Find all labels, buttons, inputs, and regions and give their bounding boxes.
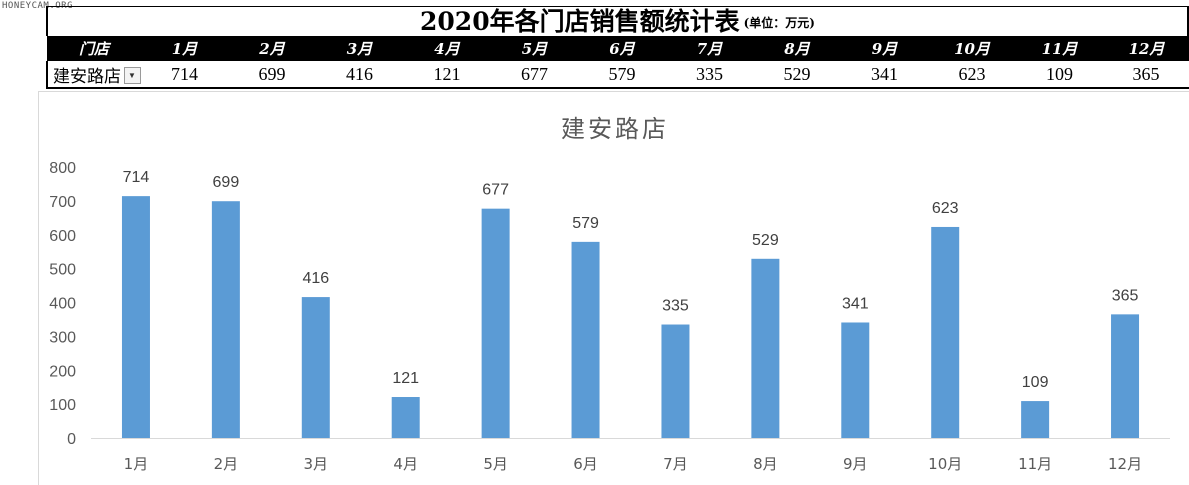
x-tick-label: 2月 (214, 455, 239, 473)
table-header-row: 门店 1月 2月 3月 4月 5月 6月 7月 8月 9月 10月 11月 12… (47, 36, 1189, 61)
table-cell[interactable]: 335 (666, 61, 753, 89)
data-label: 699 (213, 174, 240, 191)
data-label: 365 (1112, 287, 1139, 304)
data-label: 416 (302, 270, 329, 287)
month-column-header: 11月 (1016, 36, 1103, 61)
table-cell[interactable]: 714 (141, 61, 228, 89)
data-label: 335 (662, 298, 689, 315)
x-tick-label: 11月 (1018, 455, 1052, 473)
bar[interactable] (121, 196, 150, 438)
bar[interactable] (931, 226, 960, 438)
y-tick-label: 100 (49, 397, 76, 414)
store-dropdown-button[interactable]: ▼ (124, 66, 141, 84)
data-label: 341 (842, 295, 869, 312)
month-column-header: 2月 (228, 36, 316, 61)
chart-area[interactable] (38, 91, 1189, 485)
table-cell[interactable]: 416 (316, 61, 403, 89)
x-tick-label: 10月 (928, 455, 962, 473)
data-label: 121 (392, 370, 419, 387)
month-column-header: 9月 (841, 36, 928, 61)
data-label: 677 (482, 182, 509, 199)
data-label: 109 (1022, 374, 1049, 391)
x-axis: 1月 2月 3月 4月 5月 6月 7月 8月 9月 10月 11月 12月 (91, 438, 1170, 473)
x-tick-label: 8月 (753, 455, 778, 473)
table-cell[interactable]: 341 (841, 61, 928, 89)
x-tick-label: 9月 (843, 455, 868, 473)
month-column-header: 10月 (928, 36, 1016, 61)
bar[interactable] (841, 322, 870, 438)
x-tick-label: 3月 (304, 455, 329, 473)
report-title-row: 2020年各门店销售额统计表 (单位：万元) (46, 6, 1189, 36)
table-cell[interactable]: 699 (228, 61, 316, 89)
month-column-header: 3月 (316, 36, 403, 61)
y-tick-label: 600 (49, 228, 76, 245)
x-tick-label: 12月 (1108, 455, 1142, 473)
month-column-header: 8月 (753, 36, 841, 61)
table-cell[interactable]: 121 (403, 61, 491, 89)
data-labels: 714 699 416 121 677 579 335 529 341 623 109 365 (123, 169, 1139, 391)
month-column-header: 6月 (578, 36, 666, 61)
table-cell[interactable]: 623 (928, 61, 1016, 89)
x-tick-label: 4月 (393, 455, 418, 473)
y-tick-label: 800 (49, 160, 76, 177)
data-label: 714 (123, 169, 150, 186)
bar-series (121, 196, 1140, 438)
y-tick-label: 500 (49, 262, 76, 279)
month-column-header: 7月 (666, 36, 753, 61)
y-tick-label: 400 (49, 296, 76, 313)
y-axis: 0 100 200 300 400 500 600 700 800 (49, 160, 76, 448)
y-tick-label: 300 (49, 329, 76, 346)
table-cell[interactable]: 529 (753, 61, 841, 89)
table-row: 建安路店 ▼ 714 699 416 121 677 579 335 529 34… (46, 61, 1189, 89)
data-label: 529 (752, 232, 779, 249)
report-title: 2020年各门店销售额统计表 (420, 7, 740, 36)
bar[interactable] (661, 324, 690, 438)
watermark-text: HONEYCAM.ORG (2, 1, 74, 11)
data-label: 579 (572, 215, 599, 232)
y-tick-label: 700 (49, 194, 76, 211)
month-column-header: 4月 (403, 36, 491, 61)
chart-title: 建安路店 (561, 115, 669, 143)
bar[interactable] (301, 297, 330, 438)
sales-table: 门店 1月 2月 3月 4月 5月 6月 7月 8月 9月 10月 11月 12… (46, 36, 1189, 89)
table-cell[interactable]: 677 (491, 61, 578, 89)
bar[interactable] (481, 208, 510, 438)
x-tick-label: 7月 (663, 455, 688, 473)
store-column-header: 门店 (47, 36, 141, 61)
x-tick-label: 1月 (124, 455, 149, 473)
data-label: 623 (932, 200, 959, 217)
bar[interactable] (391, 397, 420, 438)
chevron-down-icon: ▼ (128, 70, 136, 80)
bar[interactable] (571, 241, 600, 438)
month-column-header: 5月 (491, 36, 578, 61)
table-cell[interactable]: 109 (1016, 61, 1103, 89)
month-column-header: 12月 (1103, 36, 1189, 61)
y-tick-label: 0 (67, 431, 76, 448)
table-cell[interactable]: 365 (1103, 61, 1189, 89)
table-cell[interactable]: 579 (578, 61, 666, 89)
bar[interactable] (751, 258, 780, 438)
bar[interactable] (1111, 314, 1140, 438)
store-select-cell[interactable]: 建安路店 ▼ (46, 61, 141, 89)
month-column-header: 1月 (141, 36, 228, 61)
bar[interactable] (1021, 401, 1050, 438)
store-name: 建安路店 (53, 66, 121, 87)
y-tick-label: 200 (49, 363, 76, 380)
bar[interactable] (211, 201, 240, 438)
x-tick-label: 6月 (573, 455, 598, 473)
report-unit: (单位：万元) (743, 15, 815, 30)
x-tick-label: 5月 (483, 455, 508, 473)
